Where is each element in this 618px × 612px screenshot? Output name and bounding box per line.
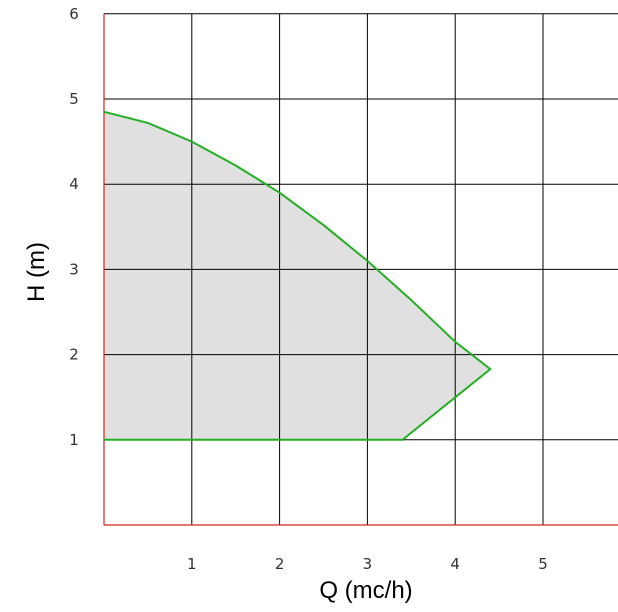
y-tick-label: 1	[69, 431, 79, 449]
y-tick-label: 6	[69, 5, 79, 23]
x-tick-label: 4	[450, 555, 460, 573]
y-axis-title: H (m)	[23, 242, 50, 302]
y-tick-label: 5	[69, 90, 79, 108]
y-tick-label: 4	[69, 175, 79, 193]
x-tick-label: 1	[187, 555, 197, 573]
curve-layer	[103, 110, 492, 441]
x-tick-label: 5	[538, 555, 548, 573]
envelope-area	[104, 111, 491, 440]
y-tick-label: 2	[69, 346, 79, 364]
x-axis-title: Q (mc/h)	[319, 577, 412, 604]
x-tick-label: 3	[363, 555, 373, 573]
grid-layer	[104, 13, 618, 525]
y-tick-label: 3	[69, 260, 79, 278]
envelope-fill-layer	[104, 111, 491, 440]
envelope-curve	[103, 110, 492, 441]
x-tick-label: 2	[275, 555, 285, 573]
y-tick-labels: 1 2 3 4 5 6	[69, 5, 79, 449]
